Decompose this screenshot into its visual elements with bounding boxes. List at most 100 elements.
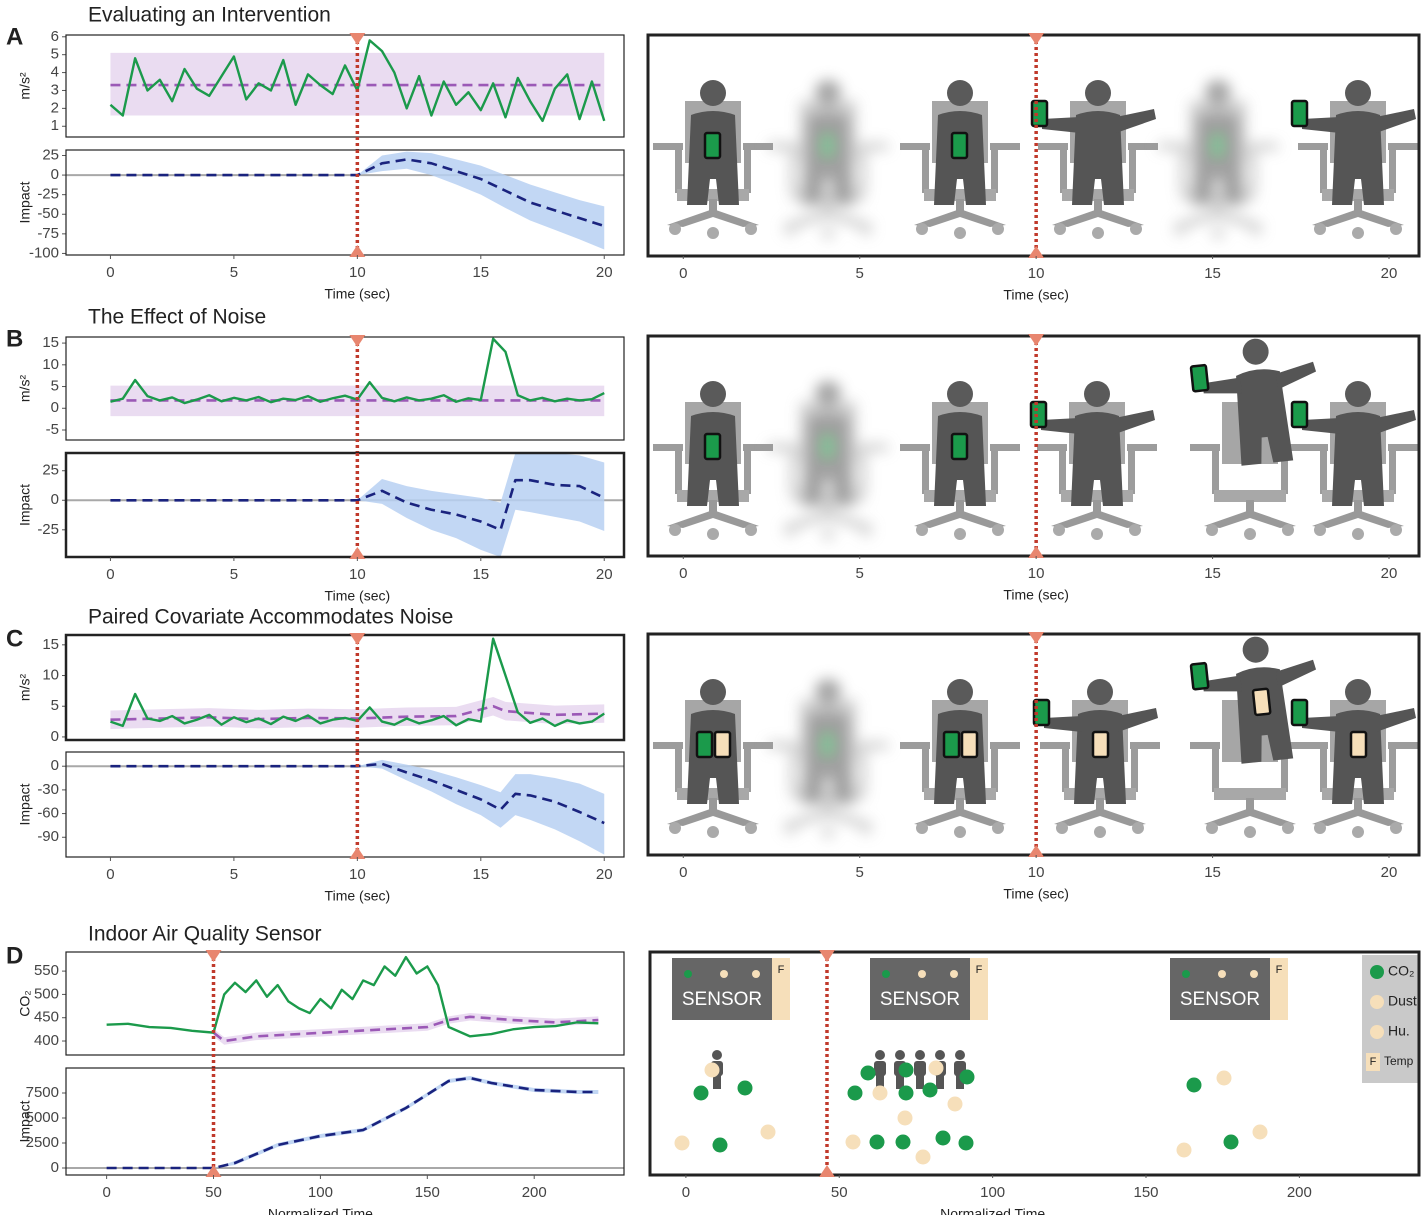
legend-swatch <box>1366 1053 1380 1071</box>
body <box>802 381 854 506</box>
wheel <box>1056 822 1068 834</box>
x-tick-label: 5 <box>230 566 238 583</box>
person-figure <box>768 80 888 239</box>
wheel <box>669 223 681 235</box>
line-chart: 25 0 -25 0 5 10 15 20 Time (sec) Impact <box>17 451 626 604</box>
wheel <box>1314 524 1326 536</box>
armrest <box>1158 143 1188 150</box>
sensor-led <box>684 970 692 978</box>
y-tick-label: -25 <box>37 521 59 538</box>
stem <box>1094 199 1102 213</box>
person-figure <box>1290 381 1418 540</box>
y-tick-label: 0 <box>51 166 59 183</box>
confidence-band <box>110 697 605 729</box>
series-line <box>212 1015 599 1043</box>
chair-side <box>1212 742 1219 792</box>
particle <box>1216 1070 1232 1086</box>
chair-side <box>1249 143 1256 193</box>
base <box>1052 209 1144 227</box>
base <box>1051 510 1143 528</box>
icon-head <box>712 1050 722 1060</box>
panel-title: Evaluating an Intervention <box>88 4 331 27</box>
torso <box>1332 111 1384 205</box>
phone <box>695 730 714 759</box>
y-axis-label: Impact <box>17 484 33 526</box>
particle <box>674 1135 690 1151</box>
y-tick-label: 5 <box>51 697 59 714</box>
arm <box>1118 708 1158 732</box>
x-tick-label: 0 <box>106 264 114 281</box>
particle <box>959 1069 975 1085</box>
wheel <box>1390 524 1402 536</box>
sensor-body <box>1170 958 1270 1020</box>
panel-label: A <box>6 23 23 50</box>
wheel <box>784 524 796 536</box>
armrest <box>1130 742 1160 749</box>
sensor-flag: F <box>976 964 983 976</box>
body <box>687 381 739 506</box>
x-tick-label: 150 <box>415 1184 440 1201</box>
wheel <box>784 822 796 834</box>
intervention-marker <box>1028 845 1045 857</box>
chair-side <box>675 143 682 193</box>
x-tick-label: 0 <box>679 265 687 282</box>
intervention-marker <box>349 547 366 559</box>
illustration-axes: 0 50 100 150 200 Normalized Time <box>648 950 1421 1215</box>
armrest <box>1298 444 1328 451</box>
armrest <box>1038 143 1068 150</box>
y-tick-label: -25 <box>37 186 59 203</box>
chair-side <box>1180 143 1187 193</box>
chair-side <box>790 444 797 494</box>
wheel <box>1174 223 1186 235</box>
panel-label: D <box>6 942 23 969</box>
confidence-band <box>106 1076 599 1168</box>
head <box>700 381 726 407</box>
panel-label: B <box>6 325 23 352</box>
torso <box>1236 369 1294 466</box>
y-tick-label: 7500 <box>26 1084 59 1101</box>
plot-frame <box>65 336 625 441</box>
y-axis-label: Impact <box>17 181 33 223</box>
base <box>914 209 1006 227</box>
icon-body <box>874 1061 886 1076</box>
armrest <box>900 742 930 749</box>
base <box>667 808 759 826</box>
armrest <box>990 742 1020 749</box>
x-tick-label: 100 <box>980 1184 1005 1201</box>
icon-body <box>914 1061 926 1076</box>
wheel <box>860 822 872 834</box>
sensor-flag-strip <box>772 958 790 1020</box>
x-tick-label: 20 <box>1381 565 1398 582</box>
sensor-led <box>1218 970 1226 978</box>
icon-legs <box>713 1075 721 1089</box>
stem <box>709 798 717 812</box>
plot-frame <box>65 149 625 256</box>
sensor-led <box>882 970 890 978</box>
motion-blur <box>768 679 888 838</box>
chair-side <box>1131 742 1138 792</box>
icon-head <box>915 1050 925 1060</box>
wheel <box>822 528 834 540</box>
wheel <box>992 223 1004 235</box>
wheel <box>1282 822 1294 834</box>
stem <box>709 199 717 213</box>
x-tick-label: 10 <box>349 264 366 281</box>
chair-side <box>1212 444 1219 494</box>
wheel <box>1314 822 1326 834</box>
phone <box>1290 99 1309 128</box>
sensor-label: SENSOR <box>1180 989 1260 1010</box>
particle <box>712 1137 728 1153</box>
y-tick-label: -75 <box>37 225 59 242</box>
x-tick-label: 15 <box>1204 565 1221 582</box>
armrest <box>1128 143 1158 150</box>
wheel <box>1130 223 1142 235</box>
person-figure <box>900 381 1020 540</box>
phone <box>713 730 732 759</box>
legend-label: CO₂ <box>1388 963 1414 979</box>
phone <box>1091 730 1110 759</box>
wheel <box>1244 528 1256 540</box>
chair-side <box>675 444 682 494</box>
wheel <box>1091 528 1103 540</box>
wheel <box>1206 524 1218 536</box>
y-axis-label: m/s² <box>17 674 33 702</box>
